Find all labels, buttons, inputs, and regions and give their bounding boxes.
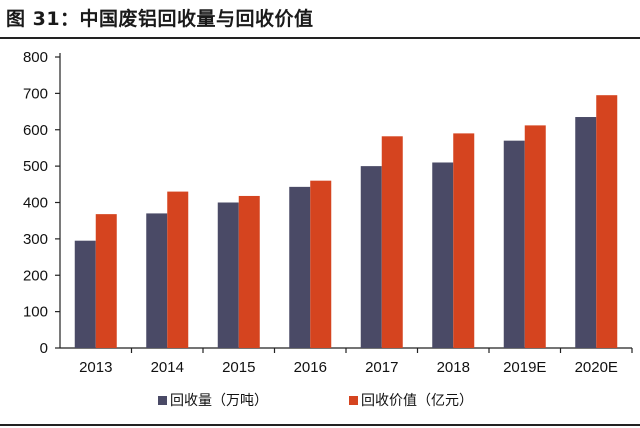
x-tick-label: 2013 (79, 359, 112, 376)
x-tick-label: 2014 (151, 359, 184, 376)
bar-series-0-2013 (74, 240, 96, 348)
legend-label-0: 回收量（万吨） (170, 393, 268, 409)
x-axis: 2013 2014 2015 2016 2017 2018 2019E 2020E (60, 347, 633, 376)
legend-swatch-1 (349, 396, 358, 405)
x-tick-label: 2015 (222, 359, 255, 376)
bar-series-1-2015 (238, 195, 260, 348)
x-tick-label: 2020E (575, 359, 618, 376)
bar-series-0-2017 (360, 166, 382, 348)
bar-series-0-2018 (432, 162, 454, 348)
legend-label-1: 回收价值（亿元） (361, 393, 473, 409)
bar-series-0-2020E (575, 117, 597, 348)
y-tick-label: 700 (23, 85, 48, 102)
x-tick-label: 2018 (437, 359, 470, 376)
bar-series-1-2017 (381, 136, 403, 348)
y-tick-label: 300 (23, 231, 48, 248)
bottom-divider (0, 424, 640, 426)
bar-series-1-2014 (167, 191, 189, 348)
bar-series-1-2019E (524, 125, 546, 348)
bar-series-1-2018 (453, 133, 475, 348)
y-axis: 0 100 200 300 400 500 600 700 800 (23, 49, 61, 357)
figure-title: 图 31：中国废铝回收量与回收价值 (6, 8, 314, 30)
bar-series-0-2015 (217, 202, 239, 348)
y-tick-label: 500 (23, 158, 48, 175)
bar-series-1-2020E (596, 95, 618, 348)
y-tick-label: 600 (23, 122, 48, 139)
x-tick-label: 2019E (503, 359, 546, 376)
bar-series-0-2014 (146, 213, 168, 348)
bar-series-1-2016 (310, 180, 332, 348)
bars (74, 95, 618, 348)
x-tick-label: 2016 (294, 359, 327, 376)
bar-series-0-2016 (289, 186, 311, 348)
x-tick-label: 2017 (365, 359, 398, 376)
y-tick-label: 100 (23, 304, 48, 321)
title-divider (0, 37, 640, 39)
legend: 回收量（万吨） 回收价值（亿元） (158, 393, 473, 409)
y-tick-label: 200 (23, 267, 48, 284)
y-tick-label: 400 (23, 195, 48, 212)
y-tick-label: 800 (23, 49, 48, 66)
bar-series-0-2019E (503, 140, 525, 348)
y-tick-label: 0 (40, 340, 48, 357)
bar-series-1-2013 (95, 214, 117, 348)
legend-swatch-0 (158, 396, 167, 405)
